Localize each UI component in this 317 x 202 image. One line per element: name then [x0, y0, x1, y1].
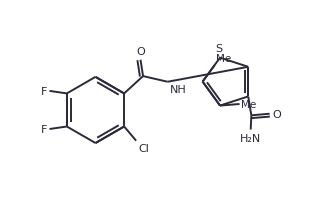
Text: Me: Me [241, 100, 256, 109]
Text: F: F [41, 124, 47, 134]
Text: O: O [136, 47, 145, 57]
Text: F: F [41, 86, 47, 96]
Text: Cl: Cl [138, 143, 149, 154]
Text: H₂N: H₂N [240, 134, 261, 144]
Text: Me: Me [216, 54, 231, 63]
Text: S: S [215, 44, 222, 54]
Text: NH: NH [170, 85, 187, 95]
Text: O: O [273, 109, 281, 119]
